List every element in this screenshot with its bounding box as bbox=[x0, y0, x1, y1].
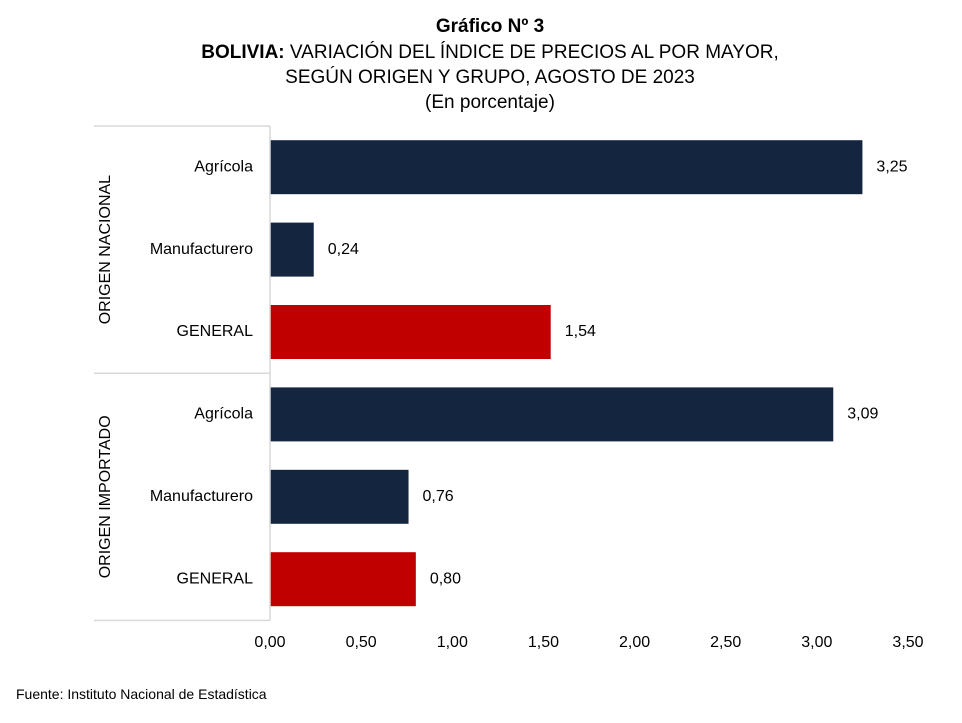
bar bbox=[270, 387, 834, 442]
data-label: 0,76 bbox=[423, 488, 454, 505]
bar bbox=[270, 140, 863, 195]
category-label: Agrícola bbox=[194, 158, 253, 175]
data-label: 3,25 bbox=[876, 158, 907, 175]
x-tick-label: 2,50 bbox=[710, 634, 741, 651]
bar bbox=[270, 305, 551, 359]
x-tick-label: 1,00 bbox=[437, 634, 468, 651]
category-label: GENERAL bbox=[177, 570, 254, 587]
bar bbox=[270, 469, 409, 524]
chart-title-country: BOLIVIA: bbox=[201, 42, 285, 63]
source-note: Fuente: Instituto Nacional de Estadístic… bbox=[16, 686, 267, 702]
bar bbox=[270, 552, 416, 607]
chart-number: Gráfico Nº 3 bbox=[435, 16, 545, 37]
x-tick-label: 0,00 bbox=[254, 634, 285, 651]
x-tick-label: 0,50 bbox=[346, 634, 377, 651]
chart-title-block: Gráfico Nº 3 BOLIVIA: VARIACIÓN DEL ÍNDI… bbox=[0, 14, 962, 115]
category-label: Manufacturero bbox=[150, 241, 253, 258]
data-label: 3,09 bbox=[847, 406, 878, 423]
x-tick-label: 1,50 bbox=[528, 634, 559, 651]
category-label: Manufacturero bbox=[150, 488, 253, 505]
data-label: 0,80 bbox=[430, 570, 461, 587]
x-tick-label: 3,50 bbox=[892, 634, 923, 651]
chart-title-line-2: SEGÚN ORIGEN Y GRUPO, AGOSTO DE 2023 bbox=[285, 67, 695, 88]
data-label: 0,24 bbox=[328, 241, 359, 258]
bar bbox=[270, 222, 314, 277]
x-tick-label: 3,00 bbox=[801, 634, 832, 651]
category-label: Agrícola bbox=[194, 406, 253, 423]
category-label: GENERAL bbox=[177, 323, 254, 340]
chart-title-text: VARIACIÓN DEL ÍNDICE DE PRECIOS AL POR M… bbox=[284, 42, 779, 63]
x-tick-label: 2,00 bbox=[619, 634, 650, 651]
group-label: ORIGEN NACIONAL bbox=[97, 175, 114, 324]
chart-title-line-1: BOLIVIA: VARIACIÓN DEL ÍNDICE DE PRECIOS… bbox=[0, 40, 962, 65]
group-label: ORIGEN IMPORTADO bbox=[97, 415, 114, 578]
data-label: 1,54 bbox=[565, 323, 596, 340]
chart-subtitle: (En porcentaje) bbox=[425, 92, 555, 113]
